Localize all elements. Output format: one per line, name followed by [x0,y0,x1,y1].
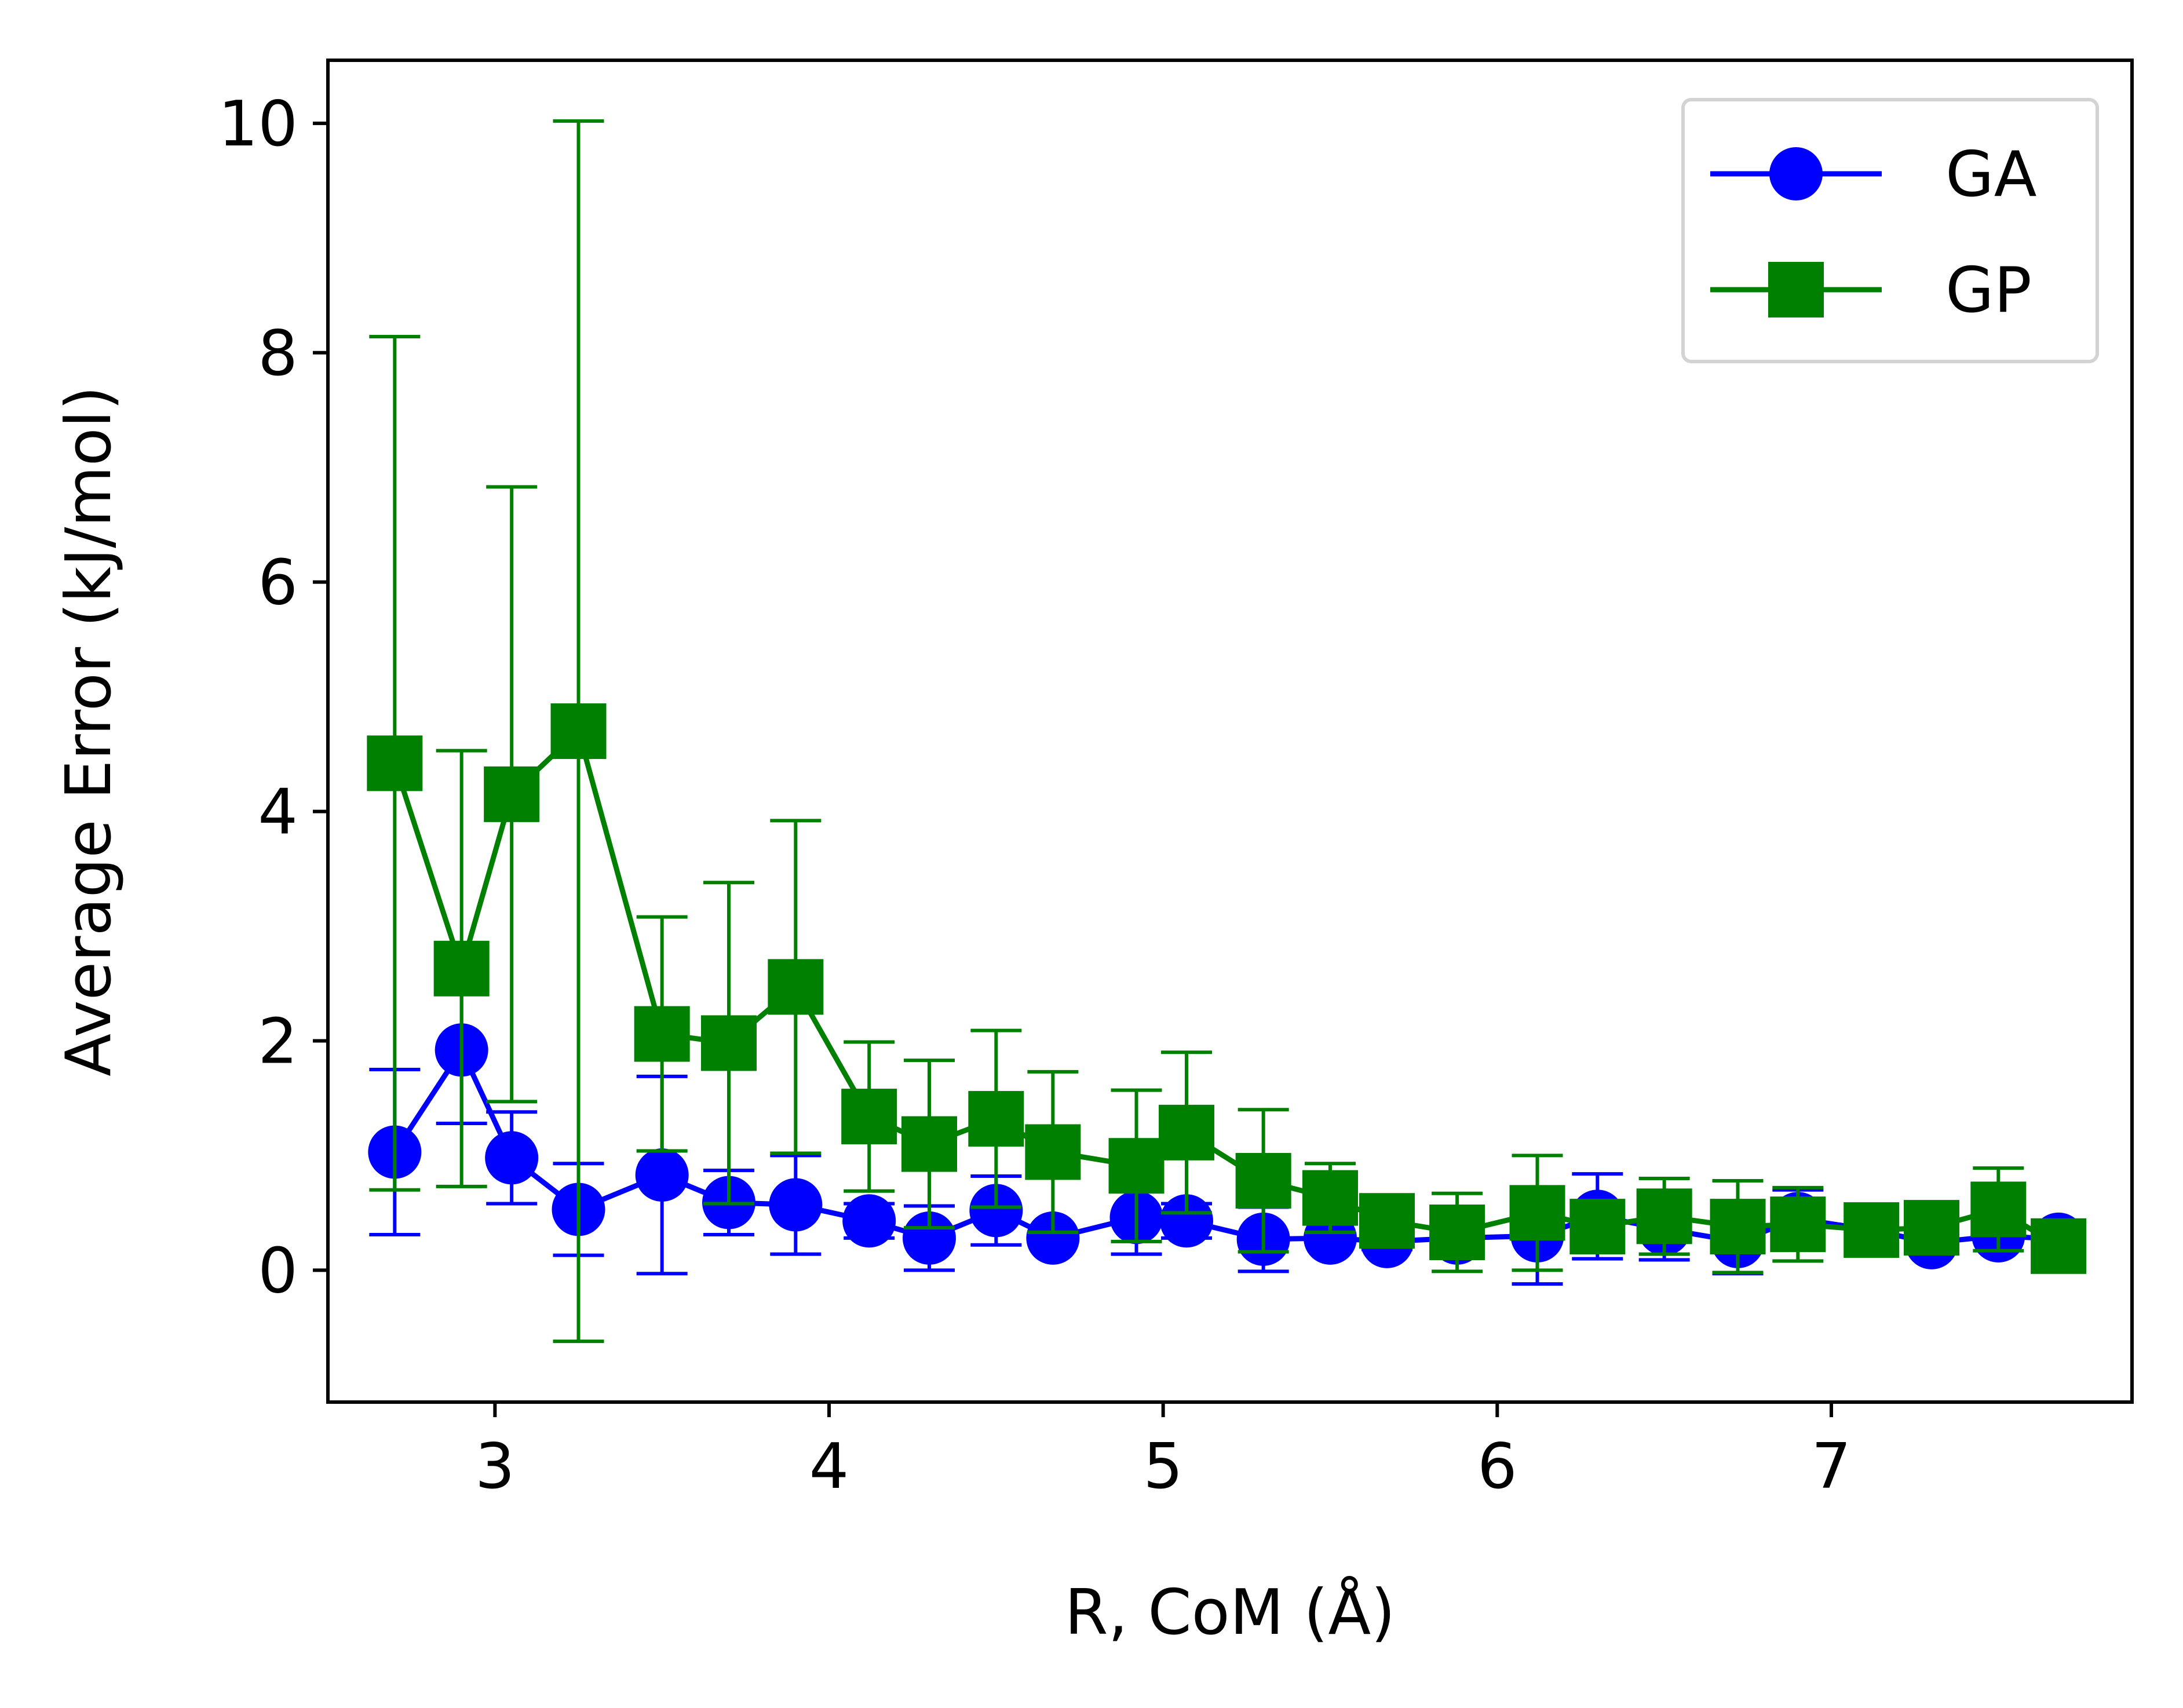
data-point-gp [1429,1205,1485,1261]
legend-entry-ga: GA [1710,138,2037,211]
data-point-gp [701,1015,757,1071]
y-tick-label: 4 [258,776,298,849]
data-point-gp [1770,1196,1826,1253]
data-point-gp [484,766,540,822]
data-point-gp [901,1116,957,1172]
data-point-gp [1636,1188,1692,1244]
data-point-gp [634,1006,690,1062]
series-gp [367,119,2087,1344]
data-point-gp [841,1089,897,1145]
data-point-ga [769,1178,823,1232]
data-point-gp [1509,1185,1565,1241]
data-point-gp [1710,1199,1766,1255]
data-point-gp [1025,1124,1081,1180]
y-axis: 0 2 4 6 8 10 [218,88,328,1307]
y-tick-label: 0 [258,1235,298,1307]
data-point-ga [1160,1194,1214,1248]
data-point-gp [1159,1104,1215,1160]
data-point-ga [903,1211,956,1265]
legend-label-gp: GP [1945,254,2032,327]
x-tick-label: 7 [1812,1430,1852,1503]
data-point-gp [433,940,490,997]
data-point-gp [1108,1138,1164,1194]
x-tick-label: 5 [1143,1430,1183,1503]
legend-marker-gp [1768,262,1824,317]
plot-area [367,119,2087,1344]
data-point-ga [635,1148,689,1202]
data-point-gp [1904,1200,1959,1256]
data-point-gp [367,735,423,791]
data-point-gp [968,1091,1024,1147]
data-point-gp [1302,1170,1358,1226]
data-point-ga [842,1194,896,1248]
legend-label-ga: GA [1945,138,2037,211]
legend-entry-gp: GP [1710,254,2032,327]
data-point-ga [485,1131,539,1185]
legend-marker-ga [1769,147,1823,200]
data-point-ga [1026,1211,1080,1265]
data-point-gp [2031,1218,2087,1274]
x-axis: 3 4 5 6 7 [475,1402,1851,1503]
data-point-gp [1569,1199,1626,1255]
y-tick-label: 8 [258,317,298,390]
data-point-gp [768,959,824,1015]
y-tick-label: 2 [258,1005,298,1078]
y-tick-label: 6 [258,547,298,619]
data-point-gp [550,703,607,759]
axes-frame [326,59,2134,1404]
legend: GA GP [1681,98,2099,363]
y-axis-label: Average Error (kJ/mol) [53,386,125,1076]
x-tick-label: 3 [475,1430,515,1503]
x-tick-label: 6 [1477,1430,1517,1503]
x-axis-label: R, CoM (Å) [1065,1575,1396,1649]
data-point-ga [969,1184,1023,1238]
x-tick-label: 4 [809,1430,849,1503]
data-point-gp [1843,1202,1900,1258]
data-point-gp [1970,1181,2027,1238]
y-tick-label: 10 [218,88,298,160]
data-point-gp [1235,1152,1291,1209]
data-point-gp [1359,1193,1415,1249]
